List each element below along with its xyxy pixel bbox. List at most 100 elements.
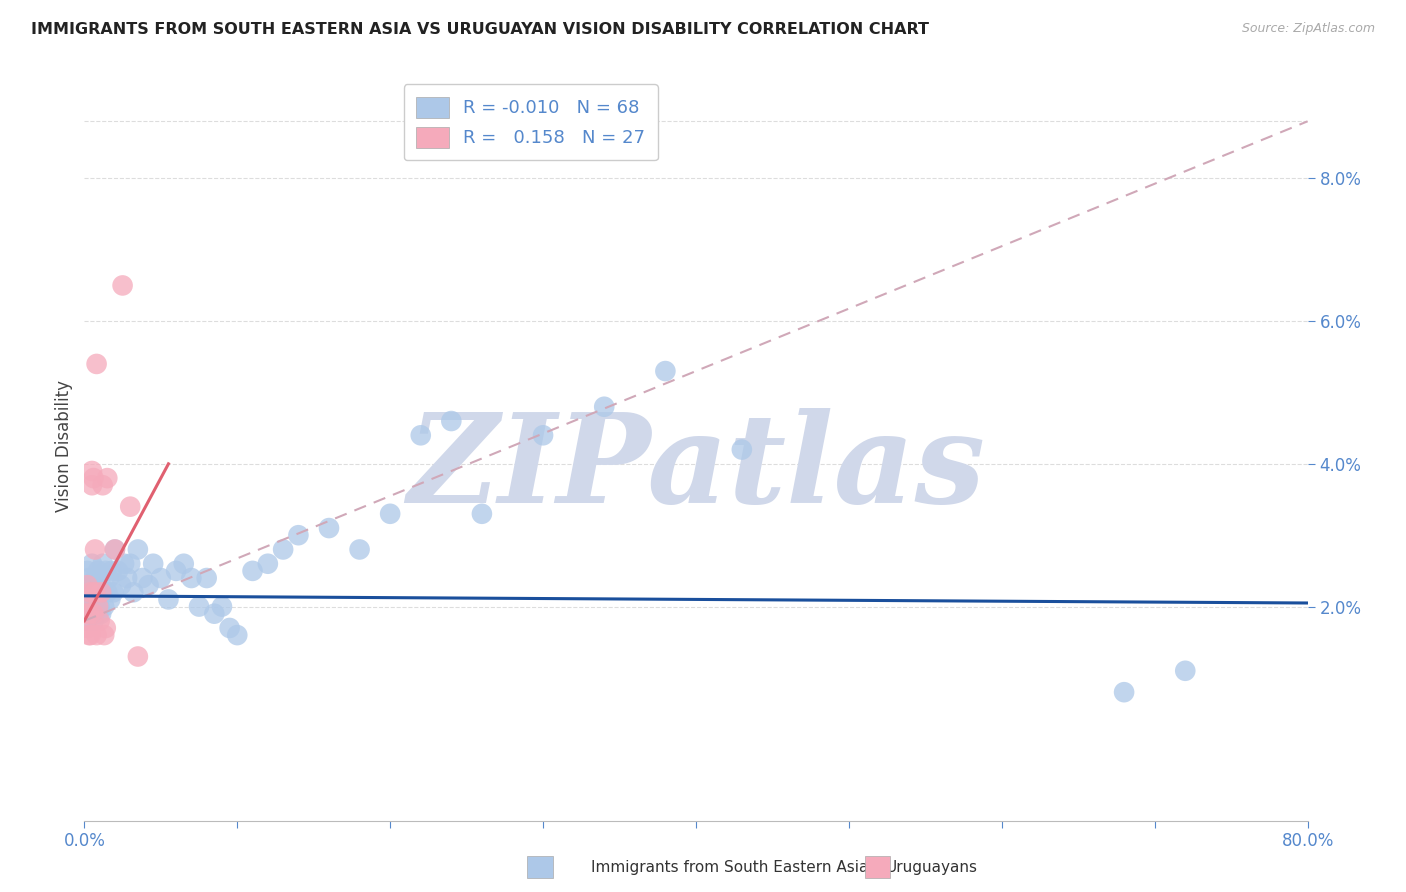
Point <box>76 614 98 628</box>
Point <box>188 599 211 614</box>
Point <box>131 571 153 585</box>
Point <box>84 571 107 585</box>
Point <box>440 414 463 428</box>
Point <box>94 621 117 635</box>
Point <box>77 599 100 614</box>
Point <box>79 628 101 642</box>
Point <box>91 585 114 599</box>
Point <box>83 614 105 628</box>
Point <box>83 585 105 599</box>
Point <box>77 628 100 642</box>
Point <box>103 585 125 599</box>
Point <box>195 571 218 585</box>
Point <box>83 471 105 485</box>
Point <box>287 528 309 542</box>
Point <box>75 585 97 599</box>
Point <box>96 585 118 599</box>
Point <box>318 521 340 535</box>
Point <box>110 578 132 592</box>
Point <box>89 614 111 628</box>
Point <box>87 564 110 578</box>
Point <box>76 621 98 635</box>
Point <box>90 578 112 592</box>
Point <box>97 571 120 585</box>
Point <box>471 507 494 521</box>
Point <box>76 564 98 578</box>
Point <box>83 607 105 621</box>
Point <box>91 478 114 492</box>
Point <box>84 585 107 599</box>
Point <box>90 607 112 621</box>
Point <box>115 571 138 585</box>
Point <box>91 557 114 571</box>
Point <box>1174 664 1197 678</box>
Point <box>93 599 115 614</box>
Point <box>149 571 172 585</box>
Point <box>86 628 108 642</box>
Point <box>157 592 180 607</box>
Legend: R = -0.010   N = 68, R =   0.158   N = 27: R = -0.010 N = 68, R = 0.158 N = 27 <box>404 84 658 161</box>
Point <box>180 571 202 585</box>
Point <box>1114 685 1136 699</box>
Point <box>98 592 121 607</box>
Point <box>79 607 101 621</box>
Point <box>593 400 616 414</box>
Point <box>80 592 103 607</box>
Y-axis label: Vision Disability: Vision Disability <box>55 380 73 512</box>
Point <box>84 599 107 614</box>
Text: Source: ZipAtlas.com: Source: ZipAtlas.com <box>1241 22 1375 36</box>
Text: ZIPatlas: ZIPatlas <box>406 408 986 529</box>
Point <box>165 564 187 578</box>
Point <box>96 471 118 485</box>
Point <box>107 564 129 578</box>
Point <box>127 542 149 557</box>
Point <box>173 557 195 571</box>
Point <box>731 442 754 457</box>
Point <box>120 557 142 571</box>
Point <box>77 571 100 585</box>
Point <box>89 585 111 599</box>
Point <box>202 607 225 621</box>
Point <box>104 542 127 557</box>
Point <box>654 364 676 378</box>
Point <box>79 578 101 592</box>
Point <box>84 542 107 557</box>
Point <box>380 507 402 521</box>
Point <box>80 464 103 478</box>
Point <box>242 564 264 578</box>
Point <box>138 578 160 592</box>
Point <box>226 628 249 642</box>
Point <box>104 542 127 557</box>
Point <box>86 592 108 607</box>
Point <box>75 592 97 607</box>
Point <box>86 571 108 585</box>
Point <box>120 500 142 514</box>
Point <box>409 428 432 442</box>
Point <box>122 585 145 599</box>
Text: IMMIGRANTS FROM SOUTH EASTERN ASIA VS URUGUAYAN VISION DISABILITY CORRELATION CH: IMMIGRANTS FROM SOUTH EASTERN ASIA VS UR… <box>31 22 929 37</box>
Point <box>218 621 240 635</box>
Point <box>90 585 112 599</box>
Point <box>77 607 100 621</box>
Point <box>211 599 233 614</box>
Text: Immigrants from South Eastern Asia: Immigrants from South Eastern Asia <box>591 860 868 874</box>
Point <box>93 628 115 642</box>
Point <box>531 428 554 442</box>
Point <box>271 542 294 557</box>
Point <box>75 607 97 621</box>
Point <box>127 649 149 664</box>
Point <box>79 585 101 599</box>
Point <box>76 578 98 592</box>
Point <box>111 278 134 293</box>
Point <box>80 478 103 492</box>
Point <box>87 607 110 621</box>
Point <box>349 542 371 557</box>
Point <box>86 357 108 371</box>
Text: Uruguayans: Uruguayans <box>886 860 977 874</box>
Point <box>142 557 165 571</box>
Point <box>87 599 110 614</box>
Point <box>94 564 117 578</box>
Point <box>112 557 135 571</box>
Point <box>101 564 124 578</box>
Point <box>80 557 103 571</box>
